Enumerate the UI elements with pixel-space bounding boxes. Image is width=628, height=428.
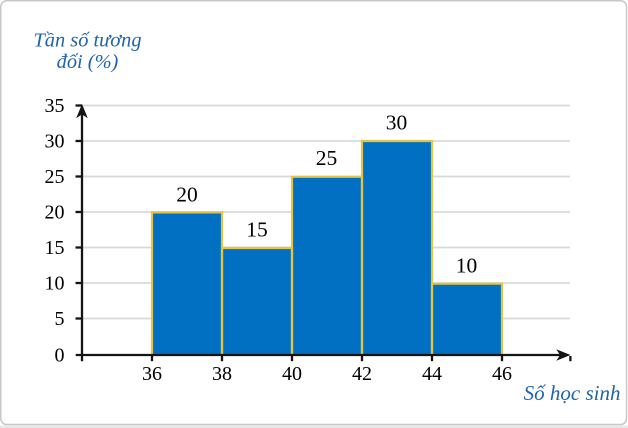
svg-text:30: 30 [45, 131, 65, 153]
svg-text:15: 15 [45, 237, 65, 259]
svg-text:38: 38 [212, 363, 232, 385]
svg-text:44: 44 [422, 363, 442, 385]
svg-text:0: 0 [55, 345, 65, 367]
svg-text:đối (%): đối (%) [57, 51, 119, 73]
svg-text:20: 20 [45, 202, 65, 224]
svg-text:Tần số tương: Tần số tương [33, 29, 141, 51]
svg-text:25: 25 [316, 146, 338, 170]
svg-text:36: 36 [142, 363, 162, 385]
svg-text:42: 42 [352, 363, 372, 385]
svg-text:25: 25 [45, 166, 65, 188]
svg-text:20: 20 [176, 182, 198, 206]
svg-text:40: 40 [282, 363, 302, 385]
svg-text:10: 10 [456, 253, 478, 277]
svg-text:5: 5 [55, 308, 65, 330]
svg-text:Số học sinh: Số học sinh [524, 381, 621, 405]
svg-text:35: 35 [45, 95, 65, 117]
svg-text:30: 30 [386, 110, 408, 134]
svg-text:46: 46 [492, 363, 512, 385]
svg-text:10: 10 [45, 273, 65, 295]
svg-text:15: 15 [246, 217, 268, 241]
